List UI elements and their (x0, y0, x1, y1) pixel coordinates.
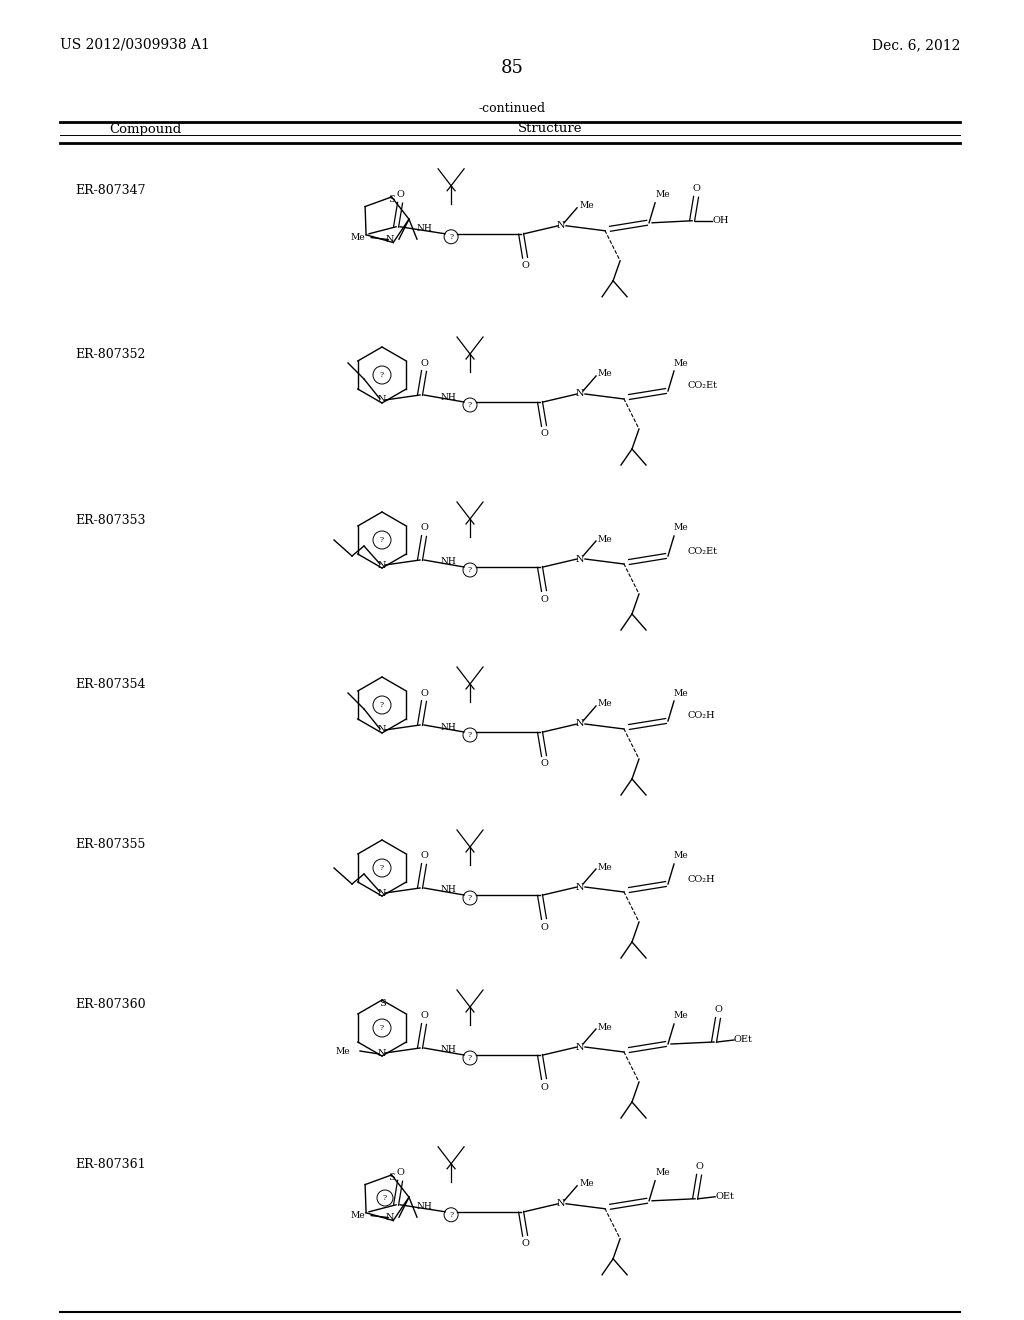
Text: OEt: OEt (734, 1035, 753, 1044)
Text: ER-807361: ER-807361 (75, 1159, 145, 1172)
Text: US 2012/0309938 A1: US 2012/0309938 A1 (60, 38, 210, 51)
Text: ?: ? (380, 701, 384, 709)
Text: CO₂Et: CO₂Et (688, 381, 718, 391)
Text: N: N (557, 1200, 565, 1208)
Text: OH: OH (712, 216, 729, 226)
Text: Me: Me (580, 1179, 594, 1188)
Text: O: O (695, 1163, 703, 1171)
Text: Me: Me (598, 535, 612, 544)
Text: CO₂Et: CO₂Et (688, 546, 718, 556)
Text: ?: ? (468, 566, 472, 574)
Text: N: N (378, 726, 386, 734)
Text: -continued: -continued (478, 102, 546, 115)
Text: Dec. 6, 2012: Dec. 6, 2012 (871, 38, 961, 51)
Text: Me: Me (655, 1168, 670, 1177)
Text: NH: NH (416, 224, 432, 234)
Text: N: N (378, 396, 386, 404)
Text: Me: Me (350, 1210, 366, 1220)
Text: N: N (378, 561, 386, 569)
Text: N: N (575, 883, 585, 891)
Text: OEt: OEt (715, 1192, 734, 1201)
Text: 85: 85 (501, 59, 523, 77)
Text: O: O (420, 689, 428, 697)
Text: S: S (379, 999, 385, 1008)
Text: O: O (692, 185, 700, 193)
Text: ER-807352: ER-807352 (75, 348, 145, 362)
Text: ?: ? (468, 894, 472, 902)
Text: Me: Me (674, 524, 688, 532)
Text: ER-807354: ER-807354 (75, 678, 145, 692)
Text: ?: ? (383, 1195, 387, 1203)
Text: O: O (521, 261, 529, 271)
Text: Me: Me (655, 190, 670, 199)
Text: CO₂H: CO₂H (688, 711, 716, 721)
Text: NH: NH (440, 1045, 456, 1055)
Text: N: N (386, 1213, 394, 1222)
Text: Compound: Compound (109, 123, 181, 136)
Text: Structure: Structure (518, 123, 583, 136)
Text: O: O (420, 851, 428, 861)
Text: ?: ? (450, 1210, 454, 1218)
Text: Me: Me (674, 851, 688, 861)
Text: Me: Me (336, 1047, 350, 1056)
Text: Me: Me (598, 862, 612, 871)
Text: O: O (540, 759, 548, 768)
Text: ?: ? (468, 401, 472, 409)
Text: N: N (575, 1043, 585, 1052)
Text: NH: NH (440, 392, 456, 401)
Text: O: O (540, 1082, 548, 1092)
Text: ?: ? (468, 731, 472, 739)
Text: N: N (386, 235, 394, 244)
Text: O: O (396, 1168, 404, 1177)
Text: ER-807360: ER-807360 (75, 998, 145, 1011)
Text: S: S (388, 1173, 395, 1183)
Text: ?: ? (380, 865, 384, 873)
Text: Me: Me (674, 359, 688, 367)
Text: ?: ? (468, 1053, 472, 1063)
Text: N: N (575, 389, 585, 399)
Text: N: N (378, 888, 386, 898)
Text: NH: NH (440, 722, 456, 731)
Text: N: N (378, 1048, 386, 1057)
Text: O: O (420, 524, 428, 532)
Text: O: O (540, 923, 548, 932)
Text: NH: NH (440, 557, 456, 566)
Text: ER-807347: ER-807347 (75, 183, 145, 197)
Text: ?: ? (450, 232, 454, 240)
Text: O: O (396, 190, 404, 199)
Text: Me: Me (598, 1023, 612, 1031)
Text: Me: Me (674, 689, 688, 697)
Text: NH: NH (440, 886, 456, 895)
Text: N: N (575, 554, 585, 564)
Text: O: O (540, 429, 548, 438)
Text: N: N (575, 719, 585, 729)
Text: CO₂H: CO₂H (688, 874, 716, 883)
Text: ER-807353: ER-807353 (75, 513, 145, 527)
Text: ?: ? (380, 1024, 384, 1032)
Text: S: S (388, 195, 395, 205)
Text: Me: Me (598, 700, 612, 709)
Text: Me: Me (350, 234, 366, 242)
Text: ?: ? (380, 536, 384, 544)
Text: Me: Me (674, 1011, 688, 1020)
Text: O: O (420, 359, 428, 367)
Text: O: O (420, 1011, 428, 1020)
Text: N: N (557, 222, 565, 230)
Text: NH: NH (416, 1203, 432, 1212)
Text: O: O (521, 1239, 529, 1249)
Text: O: O (540, 594, 548, 603)
Text: Me: Me (598, 370, 612, 379)
Text: ER-807355: ER-807355 (75, 838, 145, 851)
Text: ?: ? (380, 371, 384, 379)
Text: Me: Me (580, 201, 594, 210)
Text: O: O (714, 1006, 722, 1015)
